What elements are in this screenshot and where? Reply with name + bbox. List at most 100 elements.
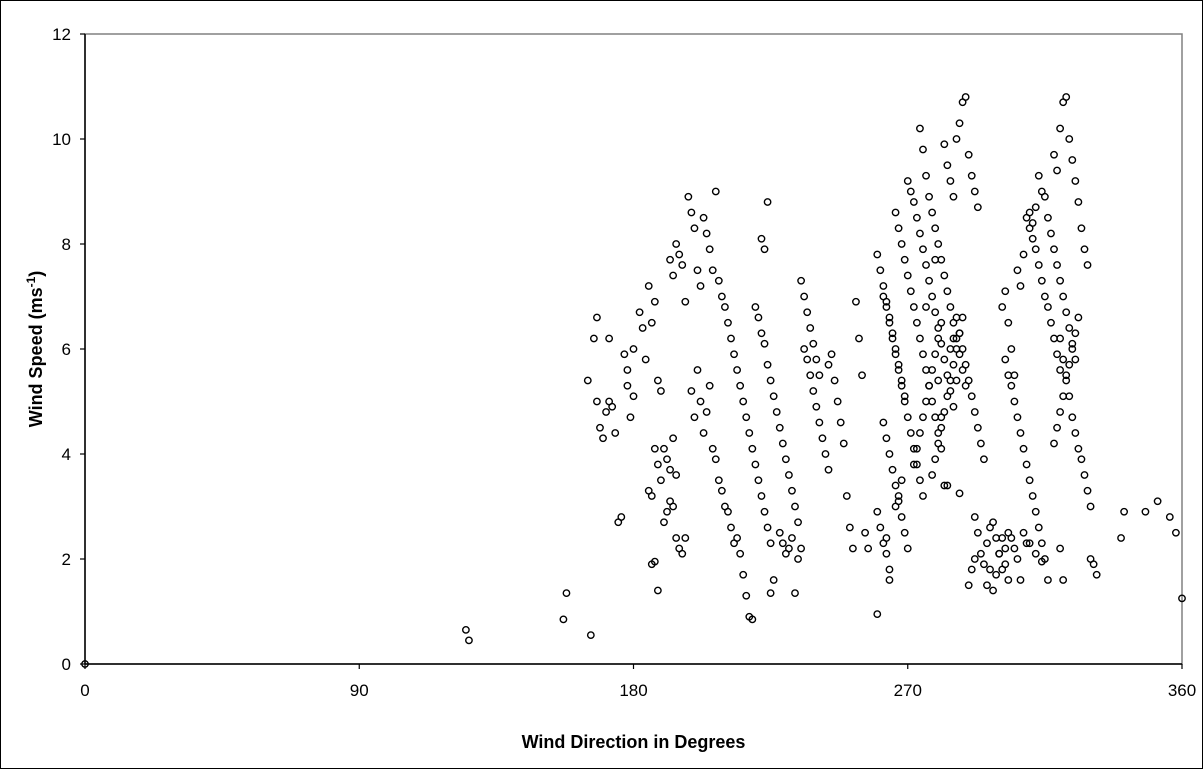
data-point bbox=[928, 208, 937, 217]
data-point bbox=[702, 408, 711, 416]
data-point bbox=[1016, 576, 1025, 584]
data-point bbox=[1050, 439, 1058, 448]
data-point bbox=[970, 555, 979, 563]
data-point bbox=[766, 539, 775, 548]
data-point bbox=[775, 423, 784, 432]
data-point bbox=[928, 292, 937, 301]
data-point bbox=[827, 350, 836, 359]
data-point bbox=[602, 408, 610, 416]
data-point bbox=[885, 450, 894, 458]
data-point bbox=[690, 413, 699, 422]
y-tick-label: 0 bbox=[62, 655, 71, 674]
data-point bbox=[931, 413, 940, 422]
data-point bbox=[769, 392, 778, 401]
data-point bbox=[757, 329, 766, 338]
data-point bbox=[1004, 371, 1013, 380]
data-point bbox=[724, 507, 732, 516]
data-point bbox=[961, 93, 970, 101]
data-point bbox=[922, 261, 930, 269]
data-point bbox=[891, 502, 900, 511]
data-point bbox=[1056, 408, 1065, 416]
data-point bbox=[919, 245, 927, 254]
data-point bbox=[800, 292, 809, 301]
data-point bbox=[1065, 135, 1074, 143]
data-point bbox=[812, 355, 821, 364]
data-point bbox=[1028, 234, 1037, 243]
data-point bbox=[955, 329, 964, 338]
data-point bbox=[873, 507, 882, 516]
data-point bbox=[906, 187, 915, 196]
y-axis-title-close: ) bbox=[26, 271, 46, 277]
data-point bbox=[1010, 544, 1019, 553]
data-point bbox=[1034, 171, 1043, 180]
data-point bbox=[937, 318, 946, 327]
data-point bbox=[669, 502, 678, 511]
data-point bbox=[724, 318, 732, 327]
data-point bbox=[785, 544, 793, 553]
data-point bbox=[980, 560, 988, 569]
data-point bbox=[596, 423, 604, 432]
data-point bbox=[967, 565, 976, 574]
data-point bbox=[708, 444, 717, 453]
data-point bbox=[623, 366, 632, 374]
data-point bbox=[1086, 502, 1095, 511]
data-point bbox=[806, 324, 815, 332]
data-point bbox=[925, 381, 933, 390]
data-point bbox=[586, 631, 595, 640]
data-point bbox=[1047, 318, 1055, 327]
data-point bbox=[647, 492, 656, 500]
data-point bbox=[809, 339, 818, 348]
data-point bbox=[669, 271, 678, 280]
data-point bbox=[900, 255, 909, 264]
data-point bbox=[858, 371, 866, 380]
data-point bbox=[980, 455, 988, 464]
data-point bbox=[797, 544, 805, 553]
data-point bbox=[638, 324, 647, 332]
data-point bbox=[1050, 150, 1058, 159]
data-point bbox=[617, 513, 626, 521]
y-tick-label: 8 bbox=[62, 235, 71, 254]
data-point bbox=[1031, 507, 1040, 516]
data-point bbox=[976, 549, 985, 558]
data-point bbox=[894, 492, 903, 500]
data-point bbox=[940, 355, 949, 364]
data-point bbox=[919, 350, 927, 359]
data-point bbox=[629, 392, 638, 401]
data-point bbox=[922, 397, 930, 406]
data-point bbox=[800, 345, 809, 353]
data-point bbox=[1068, 345, 1077, 353]
data-point bbox=[465, 636, 473, 645]
data-point bbox=[1044, 213, 1052, 222]
data-point bbox=[742, 413, 751, 422]
data-point bbox=[1053, 350, 1061, 359]
data-point bbox=[882, 549, 891, 558]
data-point bbox=[916, 124, 924, 133]
data-point bbox=[650, 557, 659, 566]
data-point bbox=[754, 476, 763, 485]
data-point bbox=[657, 387, 665, 395]
data-point bbox=[891, 208, 900, 217]
data-point bbox=[721, 303, 729, 311]
data-point bbox=[1117, 534, 1125, 542]
data-point bbox=[949, 334, 958, 343]
tick-labels: 0 2 4 6 8 10 12 0 90 180 270 360 bbox=[52, 25, 1196, 700]
data-point bbox=[973, 423, 982, 432]
data-point bbox=[781, 455, 790, 464]
data-point bbox=[687, 208, 696, 217]
y-tick-label: 2 bbox=[62, 550, 71, 569]
data-point bbox=[775, 528, 784, 537]
data-point bbox=[1074, 313, 1083, 322]
data-point bbox=[885, 565, 894, 574]
data-point bbox=[931, 308, 940, 317]
data-point bbox=[675, 250, 684, 259]
data-point bbox=[1004, 318, 1013, 327]
data-point bbox=[903, 413, 912, 422]
data-point bbox=[1083, 261, 1092, 269]
data-point bbox=[961, 360, 970, 369]
data-point bbox=[912, 460, 921, 469]
data-point bbox=[644, 282, 653, 290]
data-point bbox=[1059, 355, 1068, 364]
data-point bbox=[998, 303, 1007, 311]
data-point bbox=[894, 224, 903, 233]
